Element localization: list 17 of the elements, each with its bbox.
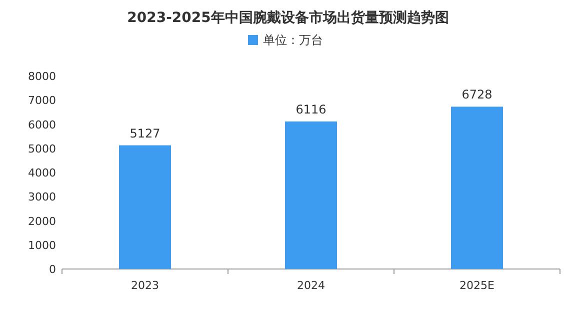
ytick: 8000 [28,70,56,83]
ytick: 0 [49,263,56,276]
data-label: 6116 [296,102,326,116]
ytick: 4000 [28,166,56,180]
data-label: 5127 [130,126,160,140]
data-label: 6728 [462,88,492,102]
legend: 单位：万台 [263,33,323,47]
title: 2023-2025年中国腕戴设备市场出货量预测趋势图 [127,10,449,26]
ytick: 5000 [28,142,56,156]
xtick: 2023 [131,279,159,292]
ytick: 3000 [28,190,56,204]
ytick: 6000 [28,118,56,132]
ytick: 2000 [28,214,56,228]
ytick: 7000 [28,94,56,108]
xtick: 2025E [460,279,494,292]
xtick: 2024 [297,279,325,292]
ytick: 1000 [28,238,56,252]
